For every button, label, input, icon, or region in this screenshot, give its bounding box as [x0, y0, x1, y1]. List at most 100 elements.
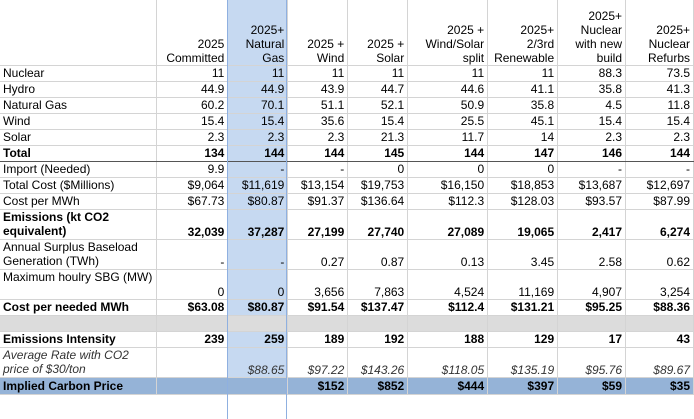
- header-cell-natural-gas[interactable]: 2025+ Natural Gas: [227, 0, 289, 66]
- table-cell[interactable]: -: [156, 239, 229, 270]
- table-cell[interactable]: 14: [487, 129, 559, 146]
- row-label[interactable]: Hydro: [0, 81, 158, 98]
- table-cell[interactable]: $95.76: [557, 347, 627, 378]
- row-label[interactable]: Natural Gas: [0, 97, 158, 114]
- table-cell[interactable]: $135.19: [487, 347, 559, 378]
- table-cell[interactable]: 0.62: [625, 239, 694, 270]
- table-cell[interactable]: $137.47: [347, 299, 409, 316]
- table-cell[interactable]: $128.03: [487, 193, 559, 210]
- table-cell[interactable]: 11.7: [407, 129, 489, 146]
- row-label[interactable]: [0, 315, 158, 332]
- table-cell[interactable]: 6,274: [625, 209, 694, 240]
- table-cell[interactable]: 0.87: [347, 239, 409, 270]
- table-cell[interactable]: -: [227, 239, 289, 270]
- table-cell[interactable]: 35.8: [487, 97, 559, 114]
- table-cell[interactable]: $18,853: [487, 177, 559, 194]
- table-cell[interactable]: 50.9: [407, 97, 489, 114]
- table-cell[interactable]: 0.13: [407, 239, 489, 270]
- table-cell[interactable]: 88.3: [557, 65, 627, 82]
- table-cell[interactable]: 11: [407, 65, 489, 82]
- table-cell[interactable]: 41.3: [625, 81, 694, 98]
- table-cell[interactable]: $444: [407, 377, 489, 395]
- table-cell[interactable]: $93.57: [557, 193, 627, 210]
- header-cell-wind[interactable]: 2025 + Wind: [287, 0, 349, 66]
- table-cell[interactable]: $59: [557, 377, 627, 395]
- table-cell[interactable]: 134: [156, 145, 229, 162]
- table-cell[interactable]: $19,753: [347, 177, 409, 194]
- header-cell-solar[interactable]: 2025 + Solar: [347, 0, 409, 66]
- table-cell[interactable]: $16,150: [407, 177, 489, 194]
- table-cell[interactable]: 144: [227, 145, 289, 162]
- table-cell[interactable]: $11,619: [227, 177, 289, 194]
- table-cell[interactable]: 2.58: [557, 239, 627, 270]
- table-cell[interactable]: 41.1: [487, 81, 559, 98]
- table-cell[interactable]: 2.3: [557, 129, 627, 146]
- table-cell[interactable]: 70.1: [227, 97, 289, 114]
- table-cell[interactable]: 2,417: [557, 209, 627, 240]
- table-cell[interactable]: 19,065: [487, 209, 559, 240]
- row-label[interactable]: Maximum houlry SBG (MW): [0, 269, 158, 300]
- table-cell[interactable]: 11: [487, 65, 559, 82]
- table-cell[interactable]: 3,656: [287, 269, 349, 300]
- table-cell[interactable]: 2.3: [227, 129, 289, 146]
- table-cell[interactable]: 259: [227, 331, 289, 348]
- table-cell[interactable]: 239: [156, 331, 229, 348]
- table-cell[interactable]: 35.8: [557, 81, 627, 98]
- table-cell[interactable]: $143.26: [347, 347, 409, 378]
- table-cell[interactable]: 60.2: [156, 97, 229, 114]
- table-cell[interactable]: 4.5: [557, 97, 627, 114]
- row-label[interactable]: Cost per MWh: [0, 193, 158, 210]
- table-cell[interactable]: 73.5: [625, 65, 694, 82]
- table-cell[interactable]: -: [227, 161, 289, 178]
- table-cell[interactable]: 144: [625, 145, 694, 162]
- table-cell[interactable]: -: [287, 161, 349, 178]
- table-cell[interactable]: 25.5: [407, 113, 489, 130]
- table-cell[interactable]: [156, 347, 229, 378]
- table-cell[interactable]: 3,254: [625, 269, 694, 300]
- table-cell[interactable]: 44.7: [347, 81, 409, 98]
- table-cell[interactable]: 146: [557, 145, 627, 162]
- table-cell[interactable]: $152: [287, 377, 349, 395]
- table-cell[interactable]: 0: [487, 161, 559, 178]
- table-cell[interactable]: $88.65: [227, 347, 289, 378]
- table-cell[interactable]: 27,740: [347, 209, 409, 240]
- table-cell[interactable]: $12,697: [625, 177, 694, 194]
- table-cell[interactable]: $80.87: [227, 299, 289, 316]
- table-cell[interactable]: [227, 315, 289, 332]
- table-cell[interactable]: $13,154: [287, 177, 349, 194]
- table-cell[interactable]: 32,039: [156, 209, 229, 240]
- table-cell[interactable]: 15.4: [347, 113, 409, 130]
- table-cell[interactable]: $97.22: [287, 347, 349, 378]
- row-label[interactable]: Annual Surplus Baseload Generation (TWh): [0, 239, 158, 270]
- table-cell[interactable]: 11.8: [625, 97, 694, 114]
- table-cell[interactable]: 21.3: [347, 129, 409, 146]
- row-label[interactable]: Cost per needed MWh: [0, 299, 158, 316]
- table-cell[interactable]: 43.9: [287, 81, 349, 98]
- table-cell[interactable]: 192: [347, 331, 409, 348]
- table-cell[interactable]: 0: [227, 269, 289, 300]
- table-cell[interactable]: [407, 315, 489, 332]
- table-cell[interactable]: 43: [625, 331, 694, 348]
- row-label[interactable]: Implied Carbon Price: [0, 377, 158, 395]
- table-cell[interactable]: [156, 377, 229, 395]
- table-cell[interactable]: 11,169: [487, 269, 559, 300]
- table-cell[interactable]: 2.3: [156, 129, 229, 146]
- table-cell[interactable]: 0: [347, 161, 409, 178]
- header-cell-2025-committed[interactable]: 2025 Committed: [156, 0, 229, 66]
- row-label[interactable]: Nuclear: [0, 65, 158, 82]
- table-cell[interactable]: $87.99: [625, 193, 694, 210]
- table-cell[interactable]: 11: [227, 65, 289, 82]
- table-cell[interactable]: 11: [156, 65, 229, 82]
- table-cell[interactable]: [487, 315, 559, 332]
- table-cell[interactable]: 0: [156, 269, 229, 300]
- table-cell[interactable]: $35: [625, 377, 694, 395]
- table-cell[interactable]: [625, 315, 694, 332]
- table-cell[interactable]: 27,199: [287, 209, 349, 240]
- table-cell[interactable]: [287, 315, 349, 332]
- header-cell-nuclear-new-build[interactable]: 2025+ Nuclear with new build: [557, 0, 627, 66]
- table-cell[interactable]: 44.9: [156, 81, 229, 98]
- table-cell[interactable]: $89.67: [625, 347, 694, 378]
- table-cell[interactable]: 11: [287, 65, 349, 82]
- row-label[interactable]: Total: [0, 145, 158, 162]
